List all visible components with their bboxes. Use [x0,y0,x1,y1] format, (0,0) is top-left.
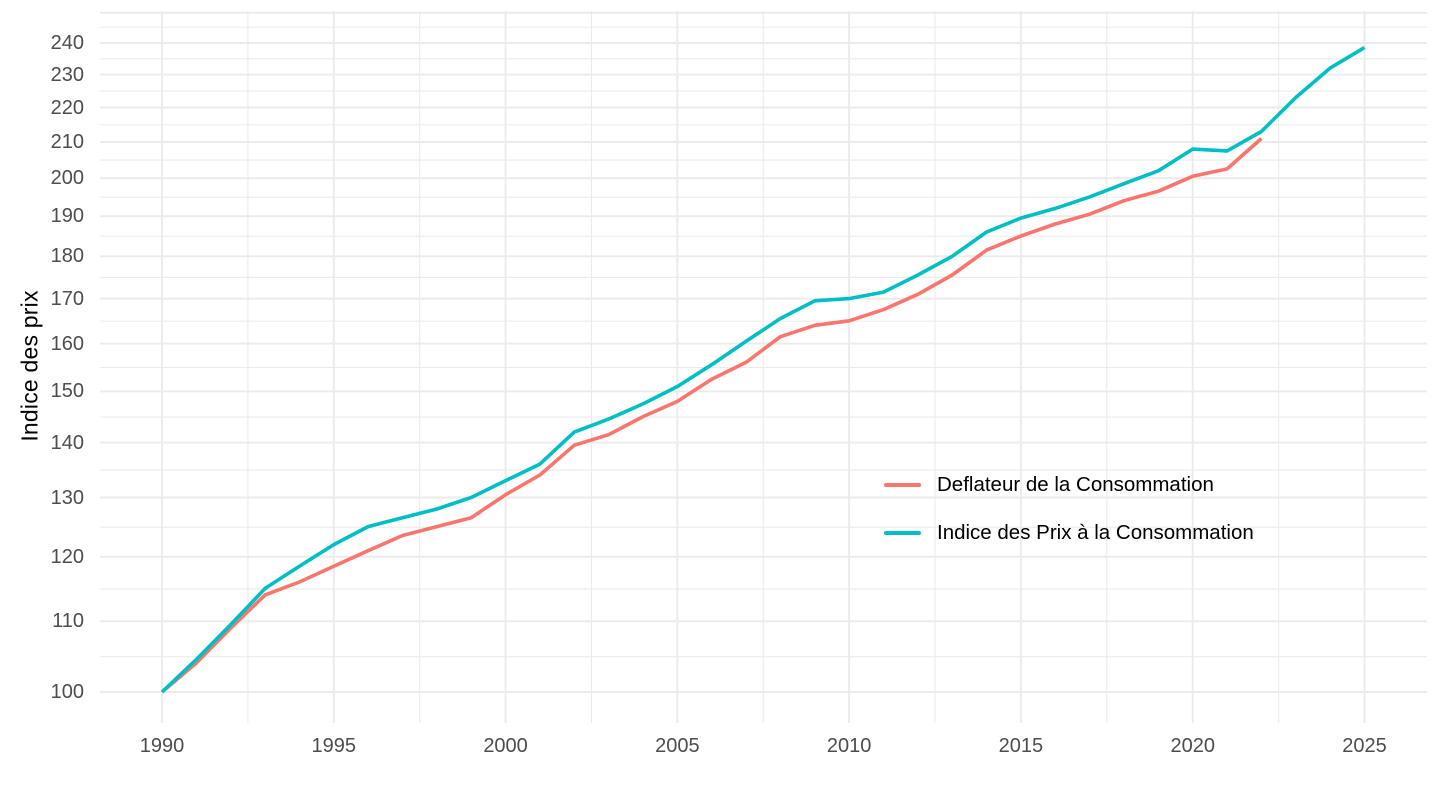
y-tick-label-190: 190 [50,205,84,228]
legend: Deflateur de la Consommation Indice des … [884,463,1254,555]
y-tick-label-170: 170 [50,287,84,310]
legend-item-ipc: Indice des Prix à la Consommation [884,511,1254,555]
y-tick-label-110: 110 [52,610,84,633]
y-tick-label-140: 140 [50,431,84,454]
y-tick-label-120: 120 [50,545,84,568]
y-tick-label-210: 210 [50,130,84,153]
x-tick-label-2020: 2020 [1170,735,1215,757]
y-tick-label-240: 240 [50,32,84,54]
legend-item-deflateur: Deflateur de la Consommation [884,463,1254,507]
legend-label-deflateur: Deflateur de la Consommation [937,473,1214,496]
x-tick-label-2000: 2000 [483,735,528,757]
y-tick-label-180: 180 [50,245,84,268]
y-tick-label-230: 230 [50,63,84,86]
y-tick-label-100: 100 [50,681,84,703]
y-axis-title: Indice des prix [16,290,43,442]
x-tick-label-2025: 2025 [1342,735,1387,757]
legend-label-ipc: Indice des Prix à la Consommation [937,521,1254,544]
deflateur-line-key-icon [884,483,921,487]
y-tick-label-220: 220 [50,96,84,119]
deflateur-series-line [160,137,1263,694]
y-tick-label-150: 150 [50,380,84,403]
ipc-line-key-icon [884,531,921,535]
y-tick-label-160: 160 [50,332,84,355]
ipc-series-line [160,46,1366,694]
x-tick-label-1990: 1990 [139,735,185,757]
x-tick-label-1995: 1995 [311,735,357,757]
y-tick-label-130: 130 [50,486,84,509]
y-tick-label-200: 200 [50,167,84,190]
x-tick-label-2010: 2010 [826,735,872,757]
x-tick-label-2015: 2015 [998,735,1044,757]
x-tick-label-2005: 2005 [655,735,700,757]
